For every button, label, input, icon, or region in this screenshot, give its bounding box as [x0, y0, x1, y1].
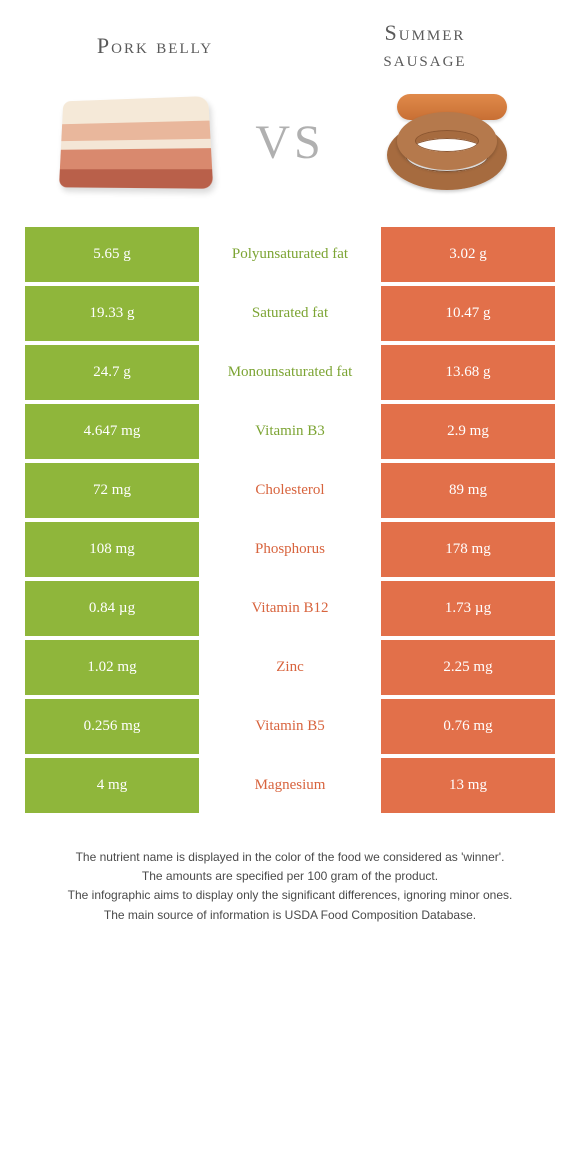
- sausage-icon: [367, 92, 527, 192]
- sausage-image: [345, 92, 550, 192]
- right-value: 13.68 g: [379, 343, 557, 402]
- comparison-table: 5.65 gPolyunsaturated fat3.02 g19.33 gSa…: [20, 222, 560, 818]
- right-value: 3.02 g: [379, 225, 557, 284]
- nutrient-label: Vitamin B5: [201, 697, 379, 756]
- image-row: VS: [0, 82, 580, 222]
- left-value: 5.65 g: [23, 225, 201, 284]
- pork-belly-icon: [59, 96, 213, 189]
- pork-belly-image: [30, 97, 235, 187]
- footnote-line: The amounts are specified per 100 gram o…: [30, 867, 550, 886]
- nutrient-label: Phosphorus: [201, 520, 379, 579]
- header-right: Summer sausage: [290, 20, 560, 72]
- table-row: 72 mgCholesterol89 mg: [23, 461, 557, 520]
- left-value: 1.02 mg: [23, 638, 201, 697]
- right-value: 1.73 µg: [379, 579, 557, 638]
- left-value: 4.647 mg: [23, 402, 201, 461]
- header: Pork belly Summer sausage: [0, 0, 580, 82]
- nutrient-label: Polyunsaturated fat: [201, 225, 379, 284]
- right-value: 13 mg: [379, 756, 557, 815]
- header-left: Pork belly: [20, 20, 290, 72]
- table-row: 0.256 mgVitamin B50.76 mg: [23, 697, 557, 756]
- title-pork-belly: Pork belly: [97, 33, 213, 59]
- footnote-line: The nutrient name is displayed in the co…: [30, 848, 550, 867]
- nutrient-label: Zinc: [201, 638, 379, 697]
- right-value: 10.47 g: [379, 284, 557, 343]
- footnote-line: The main source of information is USDA F…: [30, 906, 550, 925]
- footnotes: The nutrient name is displayed in the co…: [0, 818, 580, 945]
- left-value: 0.84 µg: [23, 579, 201, 638]
- title-summer-sausage: Summer sausage: [345, 20, 505, 72]
- right-value: 89 mg: [379, 461, 557, 520]
- left-value: 72 mg: [23, 461, 201, 520]
- nutrient-label: Monounsaturated fat: [201, 343, 379, 402]
- left-value: 4 mg: [23, 756, 201, 815]
- nutrient-label: Magnesium: [201, 756, 379, 815]
- table-row: 5.65 gPolyunsaturated fat3.02 g: [23, 225, 557, 284]
- table-row: 4.647 mgVitamin B32.9 mg: [23, 402, 557, 461]
- table-row: 19.33 gSaturated fat10.47 g: [23, 284, 557, 343]
- right-value: 178 mg: [379, 520, 557, 579]
- table-row: 1.02 mgZinc2.25 mg: [23, 638, 557, 697]
- left-value: 0.256 mg: [23, 697, 201, 756]
- footnote-line: The infographic aims to display only the…: [30, 886, 550, 905]
- vs-label: VS: [245, 115, 334, 170]
- left-value: 108 mg: [23, 520, 201, 579]
- table-row: 24.7 gMonounsaturated fat13.68 g: [23, 343, 557, 402]
- table-row: 108 mgPhosphorus178 mg: [23, 520, 557, 579]
- nutrient-label: Cholesterol: [201, 461, 379, 520]
- nutrient-label: Saturated fat: [201, 284, 379, 343]
- nutrient-label: Vitamin B3: [201, 402, 379, 461]
- right-value: 2.9 mg: [379, 402, 557, 461]
- nutrient-label: Vitamin B12: [201, 579, 379, 638]
- table-row: 4 mgMagnesium13 mg: [23, 756, 557, 815]
- right-value: 0.76 mg: [379, 697, 557, 756]
- left-value: 24.7 g: [23, 343, 201, 402]
- table-row: 0.84 µgVitamin B121.73 µg: [23, 579, 557, 638]
- right-value: 2.25 mg: [379, 638, 557, 697]
- left-value: 19.33 g: [23, 284, 201, 343]
